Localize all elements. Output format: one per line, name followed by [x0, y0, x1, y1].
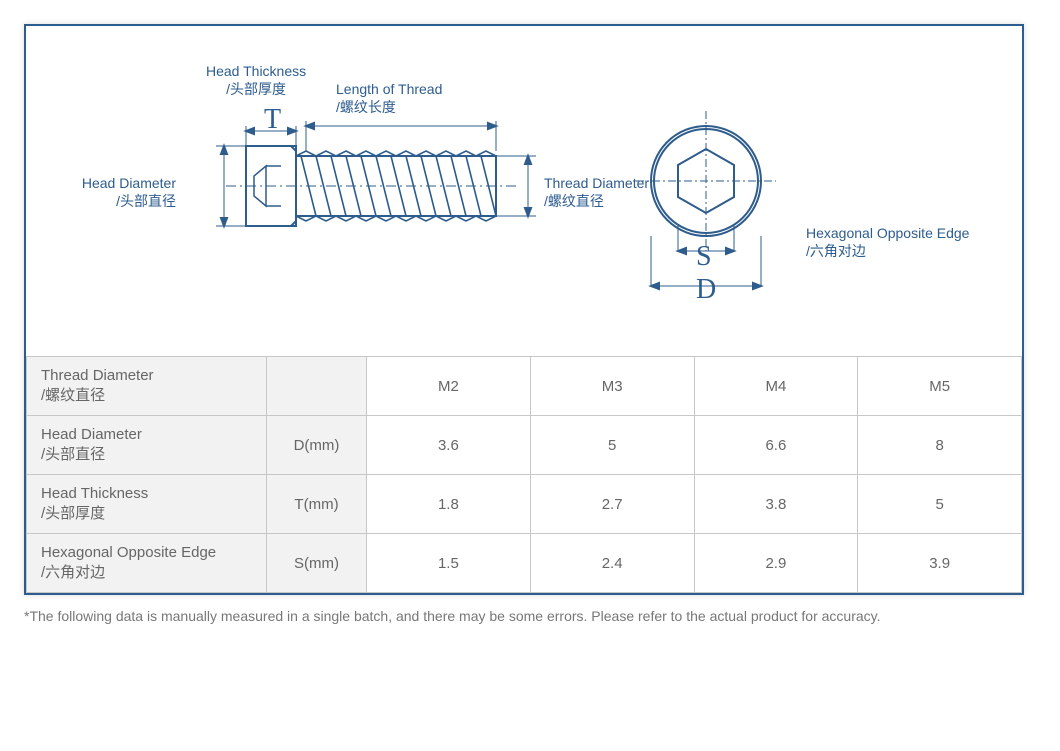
table-row: Thread Diameter/螺纹直径 M2M3M4M5 [27, 357, 1022, 416]
row-label: Head Diameter/头部直径 [27, 416, 267, 475]
cell: 8 [858, 416, 1022, 475]
cell: 1.8 [367, 475, 531, 534]
cell: M5 [858, 357, 1022, 416]
label-zh: /螺纹长度 [336, 99, 396, 115]
spec-frame: Head Thickness /头部厚度 T Length of Thread … [24, 24, 1024, 595]
cell: 3.6 [367, 416, 531, 475]
cell: 3.9 [858, 534, 1022, 593]
row-unit: T(mm) [267, 475, 367, 534]
row-unit [267, 357, 367, 416]
cell: 2.4 [530, 534, 694, 593]
label-en: Thread Diameter [544, 175, 649, 191]
cell: M4 [694, 357, 858, 416]
footnote: *The following data is manually measured… [24, 607, 1024, 627]
label-zh: /螺纹直径 [544, 193, 604, 209]
cell: M3 [530, 357, 694, 416]
label-hex-edge: Hexagonal Opposite Edge /六角对边 [806, 224, 969, 260]
screw-front-view [606, 86, 826, 346]
table-row: Hexagonal Opposite Edge/六角对边S(mm)1.52.42… [27, 534, 1022, 593]
letter-S: S [696, 241, 712, 273]
label-head-thickness: Head Thickness /头部厚度 [206, 62, 306, 98]
label-zh: /头部厚度 [226, 81, 286, 97]
label-thread-diameter: Thread Diameter /螺纹直径 [544, 174, 649, 210]
screw-diagram: Head Thickness /头部厚度 T Length of Thread … [26, 26, 1022, 356]
letter-T: T [264, 104, 281, 136]
label-en: Hexagonal Opposite Edge [806, 225, 969, 241]
label-en: Head Thickness [206, 63, 306, 79]
label-length-of-thread: Length of Thread /螺纹长度 [336, 80, 442, 116]
row-unit: S(mm) [267, 534, 367, 593]
letter-D: D [696, 274, 716, 306]
cell: 1.5 [367, 534, 531, 593]
label-en: Head Diameter [82, 175, 176, 191]
label-head-diameter: Head Diameter /头部直径 [56, 174, 176, 210]
row-unit: D(mm) [267, 416, 367, 475]
label-zh: /六角对边 [806, 243, 866, 259]
cell: 5 [530, 416, 694, 475]
row-label: Hexagonal Opposite Edge/六角对边 [27, 534, 267, 593]
table-row: Head Diameter/头部直径D(mm)3.656.68 [27, 416, 1022, 475]
label-en: Length of Thread [336, 81, 442, 97]
cell: M2 [367, 357, 531, 416]
cell: 3.8 [694, 475, 858, 534]
cell: 2.9 [694, 534, 858, 593]
row-label: Thread Diameter/螺纹直径 [27, 357, 267, 416]
table-row: Head Thickness/头部厚度T(mm)1.82.73.85 [27, 475, 1022, 534]
row-label: Head Thickness/头部厚度 [27, 475, 267, 534]
cell: 6.6 [694, 416, 858, 475]
label-zh: /头部直径 [116, 193, 176, 209]
cell: 2.7 [530, 475, 694, 534]
cell: 5 [858, 475, 1022, 534]
spec-table: Thread Diameter/螺纹直径M2M3M4M5Head Diamete… [26, 356, 1022, 593]
